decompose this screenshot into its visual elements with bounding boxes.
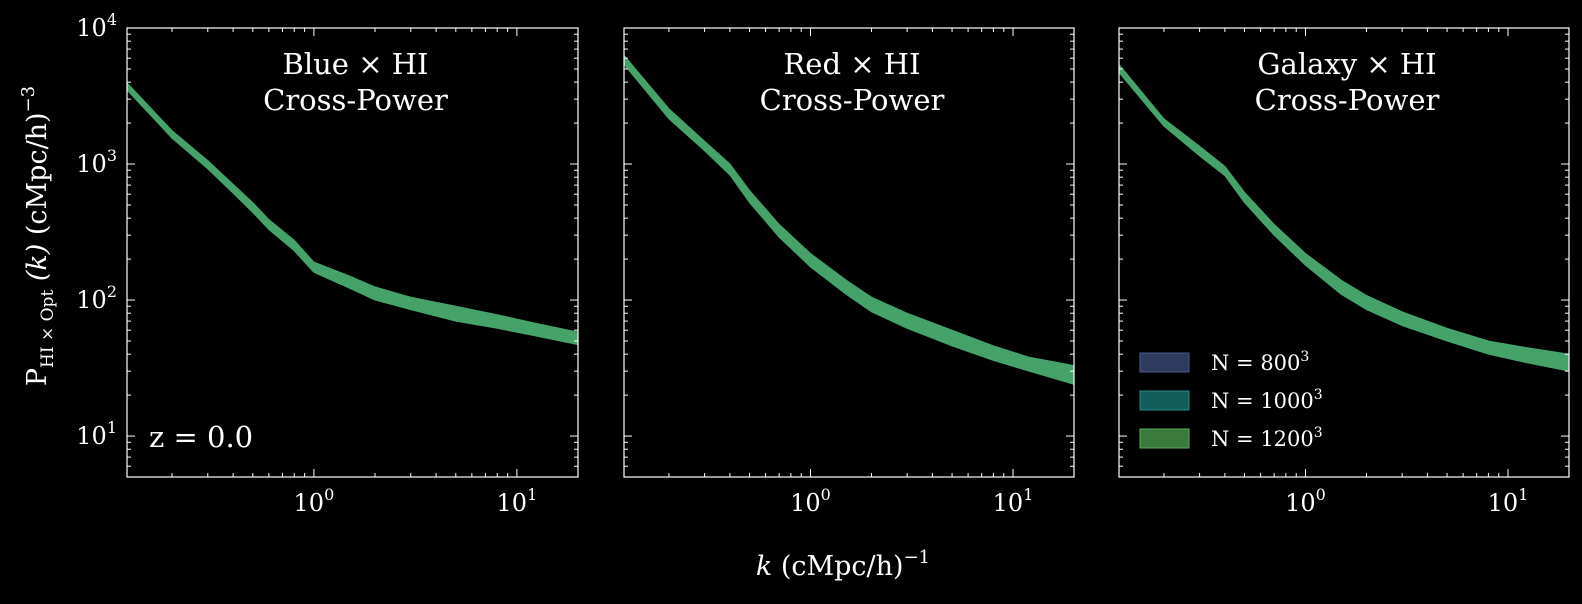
y-tick-label: 102	[76, 282, 117, 314]
y-axis-label-main: P	[22, 368, 53, 386]
panel-frame	[623, 27, 1075, 478]
panel-title-line1: Red × HI	[783, 47, 920, 81]
legend: N = 8003 N = 10003 N = 12003	[1139, 349, 1323, 451]
legend-swatch	[1139, 352, 1190, 373]
y-axis-label-unit: (cMpc/h)	[22, 112, 53, 235]
y-tick-label: 103	[76, 146, 117, 178]
x-tick-label: 101	[497, 485, 538, 517]
x-tick-label: 100	[294, 485, 335, 517]
x-tick-label: 101	[993, 485, 1034, 517]
panel-title-line1: Blue × HI	[283, 47, 429, 81]
redshift-label: z = 0.0	[149, 420, 253, 454]
y-axis-label-exp: −3	[18, 86, 39, 113]
legend-label: N = 8003	[1211, 349, 1309, 375]
panel-title-line2: Cross-Power	[1255, 83, 1440, 117]
panel-title-line2: Cross-Power	[263, 83, 448, 117]
x-tick-label: 100	[1285, 485, 1326, 517]
x-tick-label: 100	[790, 485, 831, 517]
legend-label: N = 12003	[1211, 425, 1323, 451]
x-axis-label-unit: (cMpc/h)	[781, 551, 904, 582]
x-tick-label: 101	[1488, 485, 1529, 517]
legend-label: N = 10003	[1211, 387, 1323, 413]
legend-swatch	[1139, 428, 1190, 449]
x-axis-label-exp: −1	[904, 547, 931, 568]
panel-title-line2: Cross-Power	[760, 83, 945, 117]
y-axis-label-sub: HI × Opt	[38, 290, 58, 368]
y-axis-label-var: (k)	[22, 235, 53, 290]
legend-swatch	[1139, 390, 1190, 411]
x-axis-label-var: k	[756, 551, 772, 582]
panel-title-line1: Galaxy × HI	[1257, 47, 1436, 81]
y-tick-label: 104	[76, 10, 117, 42]
x-axis-label: k (cMpc/h)−1	[756, 547, 930, 582]
y-axis-label: PHI × Opt (k) (cMpc/h)−3	[18, 86, 58, 386]
y-tick-label: 101	[76, 418, 117, 450]
panel-frame	[126, 27, 579, 478]
panel-frame	[1118, 27, 1570, 478]
